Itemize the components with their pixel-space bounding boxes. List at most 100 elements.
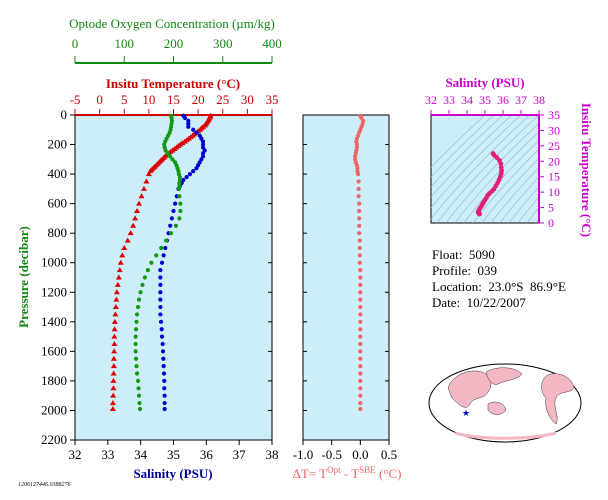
temperature-tick-label: -5 (70, 92, 81, 107)
ts-salinity-tick-label: 38 (533, 93, 545, 107)
difference-point (358, 364, 363, 369)
difference-point (358, 327, 363, 332)
oxygen-point (163, 148, 168, 153)
land-australia (487, 401, 507, 415)
salinity-point (158, 312, 163, 317)
float-location: Location: 23.0°S 86.9°E (432, 279, 566, 294)
salinity-point (168, 223, 173, 228)
oxygen-point (134, 364, 139, 369)
salinity-point (162, 393, 167, 398)
temperature-point (114, 281, 121, 287)
salinity-point (163, 245, 168, 251)
difference-point (358, 406, 363, 412)
oxygen-point (142, 275, 148, 280)
oxygen-point (136, 393, 142, 398)
ts-salinity-axis-title: Salinity (PSU) (445, 75, 524, 90)
density-contour (499, 176, 539, 223)
salinity-point (159, 334, 165, 339)
profile-plot-area (74, 114, 273, 441)
salinity-point (200, 139, 206, 144)
temperature-point (124, 237, 131, 243)
oxygen-tick-label: 200 (164, 36, 184, 51)
temperature-point (113, 296, 120, 302)
oxygen-point (133, 334, 138, 339)
difference-point (354, 142, 359, 147)
salinity-tick-label: 32 (69, 447, 82, 462)
temperature-point (111, 348, 118, 354)
difference-point (358, 268, 363, 273)
oxygen-point (159, 245, 164, 251)
temperature-point (140, 185, 147, 191)
salinity-point (186, 124, 191, 129)
ts-plot-area (430, 114, 540, 224)
difference-tick-label: 0.5 (381, 447, 397, 462)
difference-point (357, 223, 362, 228)
oxygen-axis-title: Optode Oxygen Concentration (µm/kg) (69, 16, 275, 31)
oxygen-point (133, 356, 139, 361)
oxygen-tick-label: 400 (262, 36, 282, 51)
difference-axis-title: ΔT= TOpt - TSBE (°C) (293, 465, 402, 481)
land-asia (485, 367, 523, 385)
pressure-tick-label: 1600 (41, 343, 67, 358)
oxygen-point (170, 157, 175, 162)
difference-point (358, 275, 363, 280)
oxygen-point (168, 231, 174, 236)
pressure-tick-label: 800 (48, 225, 68, 240)
oxygen-tick-label: 0 (72, 36, 79, 51)
temperature-point (127, 230, 134, 236)
salinity-tick-label: 34 (134, 447, 148, 462)
difference-point (357, 201, 362, 206)
salinity-point (161, 364, 166, 369)
difference-point (358, 400, 363, 406)
density-contour (431, 115, 522, 209)
density-contour (517, 196, 539, 223)
difference-point (357, 231, 362, 236)
ts-temperature-tick-label: 35 (548, 108, 560, 122)
oxygen-point (165, 151, 170, 156)
temperature-point (117, 259, 124, 265)
ts-temperature-tick-label: 10 (548, 185, 560, 199)
salinity-point (191, 169, 196, 174)
difference-panel: -1.0 -0.5 0.0 0.5 (293, 113, 397, 462)
oxygen-point (137, 400, 142, 406)
temperature-axis-title: Insitu Temperature (°C) (106, 76, 240, 91)
oxygen-point (138, 290, 143, 295)
salinity-point (184, 174, 189, 180)
temperature-point (110, 392, 117, 398)
pressure-tick-label: 1200 (41, 284, 67, 299)
salinity-point (159, 260, 165, 265)
salinity-point (186, 118, 191, 124)
density-contour (481, 157, 539, 223)
density-contour (472, 148, 539, 223)
salinity-point (194, 130, 199, 135)
oxygen-point (134, 371, 140, 376)
salinity-point (161, 356, 166, 361)
oxygen-point (178, 201, 183, 206)
pressure-tick-label: 400 (48, 166, 68, 181)
density-contour (431, 115, 531, 220)
salinity-tick-label: 33 (101, 447, 114, 462)
salinity-point (194, 166, 199, 171)
salinity-point (158, 304, 163, 310)
temperature-tick-label: 20 (192, 92, 205, 107)
temperature-point (143, 178, 150, 184)
pressure-tick-label: 2200 (41, 432, 67, 447)
ts-salinity-tick-label: 33 (443, 93, 455, 107)
salinity-point (158, 282, 163, 287)
temperature-point (109, 400, 116, 406)
temperature-point (138, 193, 145, 199)
temperature-point (111, 340, 118, 346)
density-contour (436, 115, 539, 223)
salinity-point (158, 275, 163, 280)
temperature-point (119, 252, 126, 258)
temperature-point (110, 370, 117, 376)
difference-point (358, 282, 363, 287)
difference-series (353, 113, 366, 412)
oxygen-point (154, 253, 159, 258)
density-contour (431, 115, 513, 198)
difference-tick-label: -0.5 (321, 447, 342, 462)
density-contour (490, 167, 539, 223)
oxygen-point (177, 194, 182, 199)
salinity-point (173, 201, 178, 206)
